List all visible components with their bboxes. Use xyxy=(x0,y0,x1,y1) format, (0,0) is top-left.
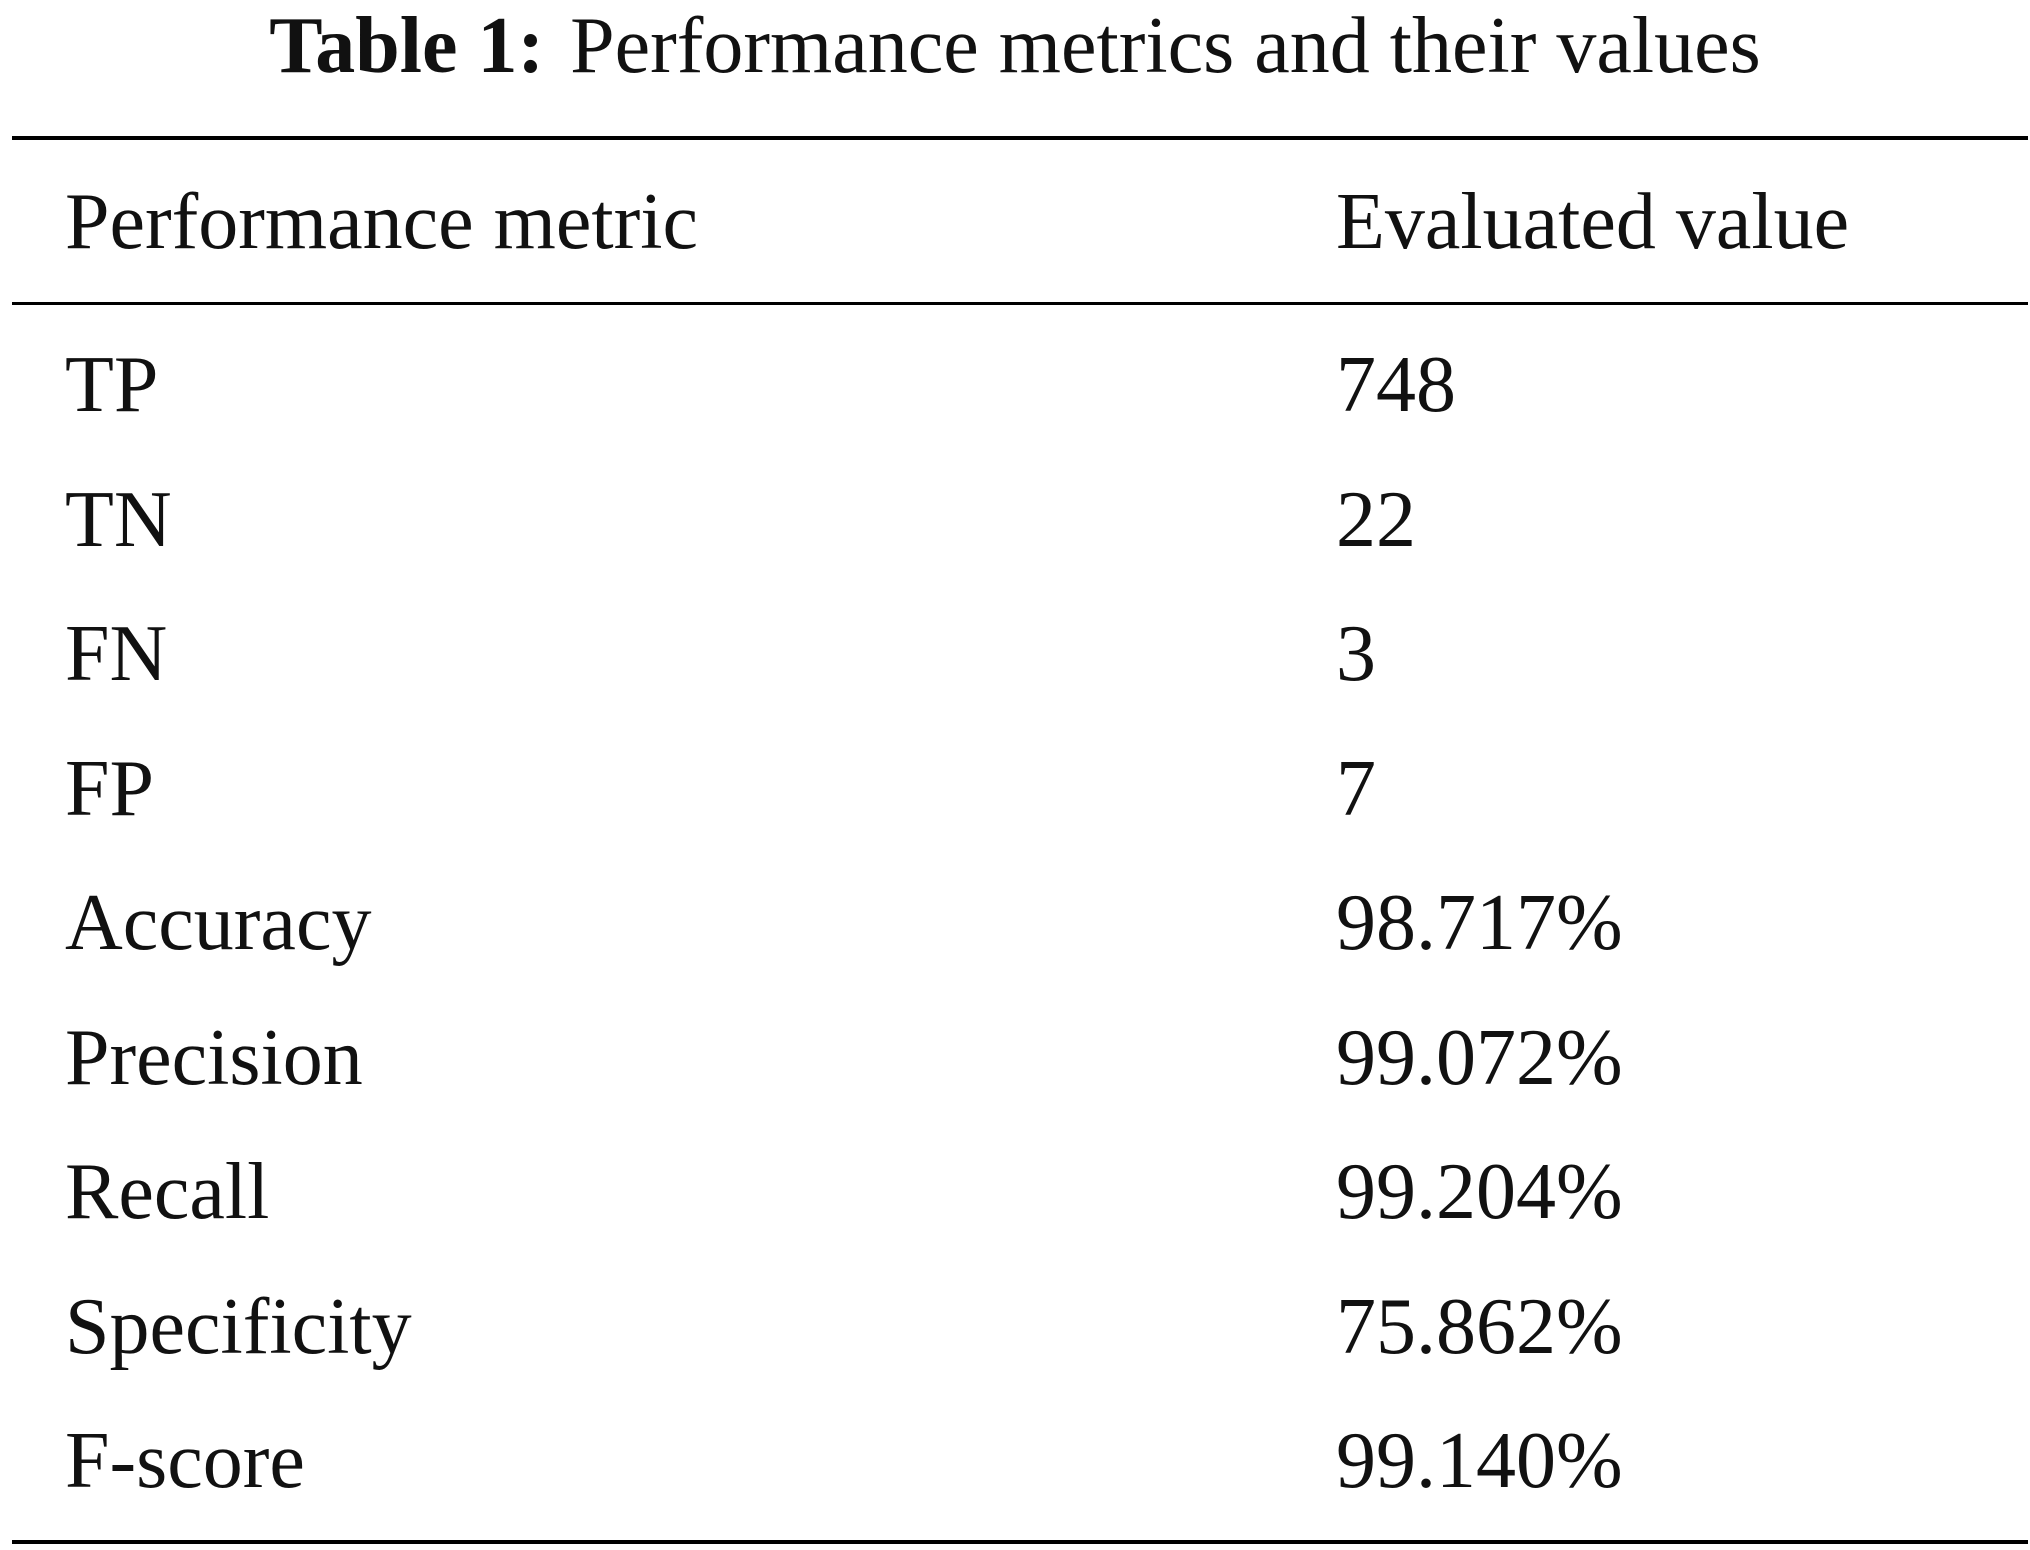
table-caption: Table 1: Performance metrics and their va… xyxy=(0,0,2030,92)
table-caption-label: Table 1: xyxy=(269,2,545,90)
table-caption-text: Performance metrics and their values xyxy=(570,2,1761,90)
value-cell: 22 xyxy=(1336,475,1416,564)
metric-cell: Precision xyxy=(65,1013,363,1102)
table-row: F-score 99.140% xyxy=(0,1411,2030,1546)
value-cell: 3 xyxy=(1336,610,1376,698)
column-header-value: Evaluated value xyxy=(1336,178,1850,266)
value-cell: 7 xyxy=(1336,744,1376,833)
metric-cell: TN xyxy=(65,475,172,564)
value-cell: 99.072% xyxy=(1336,1013,1623,1102)
metric-cell: FN xyxy=(65,610,168,698)
table-header-rule xyxy=(12,302,2028,305)
metric-cell: Recall xyxy=(65,1148,270,1236)
table-top-rule xyxy=(12,136,2028,140)
value-cell: 748 xyxy=(1336,341,1456,429)
table-row: Recall 99.204% xyxy=(0,1142,2030,1277)
table-row: Precision 99.072% xyxy=(0,1008,2030,1143)
table-row: FN 3 xyxy=(0,604,2030,739)
table-row: TN 22 xyxy=(0,470,2030,605)
value-cell: 99.204% xyxy=(1336,1148,1623,1236)
table-header-row: Performance metric Evaluated value xyxy=(0,172,2030,272)
table-row: Specificity 75.862% xyxy=(0,1277,2030,1412)
value-cell: 98.717% xyxy=(1336,879,1623,967)
table-row: FP 7 xyxy=(0,739,2030,874)
metric-cell: TP xyxy=(65,341,159,429)
value-cell: 75.862% xyxy=(1336,1282,1623,1371)
metric-cell: Specificity xyxy=(65,1282,412,1371)
table-body: TP 748 TN 22 FN 3 FP 7 Accuracy 98.717% … xyxy=(0,335,2030,1546)
metric-cell: Accuracy xyxy=(65,879,372,967)
table-bottom-rule xyxy=(12,1540,2028,1544)
table-row: Accuracy 98.717% xyxy=(0,873,2030,1008)
metric-cell: F-score xyxy=(65,1417,305,1505)
metric-cell: FP xyxy=(65,744,154,833)
column-header-metric: Performance metric xyxy=(65,178,699,266)
value-cell: 99.140% xyxy=(1336,1417,1623,1505)
table-row: TP 748 xyxy=(0,335,2030,470)
